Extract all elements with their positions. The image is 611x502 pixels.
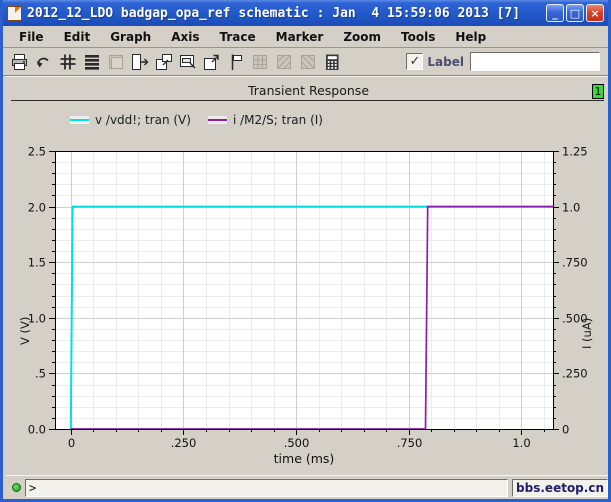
- label-input[interactable]: [470, 52, 600, 71]
- axis-tick-labels: 0 .250 .500 .750 1.0 0.0 .5 1.0 1.5 2.0 2.5 0 .250 .5…: [28, 145, 588, 451]
- menu-item-help[interactable]: Help: [455, 29, 487, 44]
- x-axis-label: time (ms): [274, 451, 335, 466]
- label-window-icon[interactable]: [176, 50, 199, 73]
- menu-item-marker[interactable]: Marker: [275, 29, 324, 44]
- svg-text:1.25: 1.25: [562, 145, 588, 159]
- window-title: 2012_12_LDO badgap_opa_ref schematic : J…: [27, 5, 521, 21]
- command-input[interactable]: >: [25, 478, 508, 497]
- left-axis-label: V (V): [18, 316, 32, 345]
- open-subwindow-icon[interactable]: [128, 50, 151, 73]
- legend-swatch-icon: [207, 116, 227, 124]
- svg-text:0.0: 0.0: [28, 423, 46, 437]
- strip-chart-icon[interactable]: [80, 50, 103, 73]
- legend-entry-1[interactable]: i /M2/S; tran (I): [207, 113, 323, 127]
- trace-0[interactable]: [69, 205, 553, 430]
- close-button[interactable]: ×: [586, 4, 604, 22]
- svg-text:0: 0: [562, 423, 569, 437]
- title-bar: 2012_12_LDO badgap_opa_ref schematic : J…: [3, 0, 608, 26]
- export-window-icon[interactable]: [200, 50, 223, 73]
- minimize-button[interactable]: _: [546, 4, 564, 22]
- svg-text:0: 0: [68, 436, 75, 450]
- watermark-text: bbs.eetop.cn: [512, 478, 608, 497]
- undo-icon[interactable]: [32, 50, 55, 73]
- calculator-icon[interactable]: [320, 50, 343, 73]
- plot-area[interactable]: 0 .250 .500 .750 1.0 0.0 .5 1.0 1.5 2.0 2.5 0 .250 .5…: [9, 132, 608, 479]
- svg-text:.5: .5: [35, 367, 46, 381]
- menu-item-tools[interactable]: Tools: [401, 29, 436, 44]
- zoom-y-icon: [296, 50, 319, 73]
- plot-title: Transient Response: [247, 83, 370, 98]
- svg-text:2.0: 2.0: [28, 201, 46, 215]
- status-bar: > bbs.eetop.cn: [6, 475, 608, 499]
- maximize-button[interactable]: □: [566, 4, 584, 22]
- menu-item-axis[interactable]: Axis: [171, 29, 200, 44]
- menu-bar: File Edit Graph Axis Trace Marker Zoom Tools Hel…: [3, 26, 608, 48]
- title-rule: [11, 100, 604, 101]
- legend-label: i /M2/S; tran (I): [232, 113, 323, 127]
- legend-entry-0[interactable]: v /vdd!; tran (V): [70, 113, 191, 127]
- plot-frame: [55, 151, 554, 430]
- tool-bar: ✓ Label: [3, 48, 608, 76]
- grid-icon[interactable]: [56, 50, 79, 73]
- svg-text:.250: .250: [171, 436, 197, 450]
- legend-swatch-icon: [70, 116, 89, 124]
- svg-text:1.0: 1.0: [562, 201, 580, 215]
- panel-header: Transient Response 1: [6, 77, 608, 101]
- panel-icon: [104, 50, 127, 73]
- marker-icon[interactable]: [224, 50, 247, 73]
- label-checkbox-label: Label: [427, 54, 464, 69]
- menu-item-file[interactable]: File: [19, 29, 44, 44]
- svg-text:.250: .250: [562, 367, 588, 381]
- axis-ticks: [49, 151, 559, 435]
- table-icon: [248, 50, 271, 73]
- menu-item-edit[interactable]: Edit: [63, 29, 91, 44]
- svg-text:.500: .500: [284, 436, 310, 450]
- tool-icons: [8, 50, 344, 73]
- svg-text:1.0: 1.0: [512, 436, 530, 450]
- svg-text:1.0: 1.0: [28, 312, 46, 326]
- graph-panel: Transient Response 1 v /vdd!; tran (V) i …: [6, 76, 608, 479]
- label-checkbox[interactable]: ✓: [406, 53, 424, 70]
- svg-text:.750: .750: [562, 256, 588, 270]
- right-axis-label: I (uA): [580, 317, 594, 349]
- print-icon[interactable]: [8, 50, 31, 73]
- menu-item-graph[interactable]: Graph: [110, 29, 152, 44]
- svg-text:.500: .500: [562, 312, 588, 326]
- plot-background: [55, 151, 553, 429]
- subwindow-badge[interactable]: 1: [592, 84, 604, 99]
- app-icon: [7, 5, 22, 21]
- svg-text:2.5: 2.5: [28, 145, 46, 159]
- legend: v /vdd!; tran (V) i /M2/S; tran (I): [70, 113, 323, 127]
- zoom-x-icon: [272, 50, 295, 73]
- new-window-icon[interactable]: [152, 50, 175, 73]
- svg-text:.750: .750: [397, 436, 423, 450]
- svg-text:1.5: 1.5: [28, 256, 46, 270]
- status-indicator-icon: [12, 483, 21, 492]
- legend-label: v /vdd!; tran (V): [95, 113, 191, 127]
- menu-item-trace[interactable]: Trace: [219, 29, 256, 44]
- menu-item-zoom[interactable]: Zoom: [343, 29, 382, 44]
